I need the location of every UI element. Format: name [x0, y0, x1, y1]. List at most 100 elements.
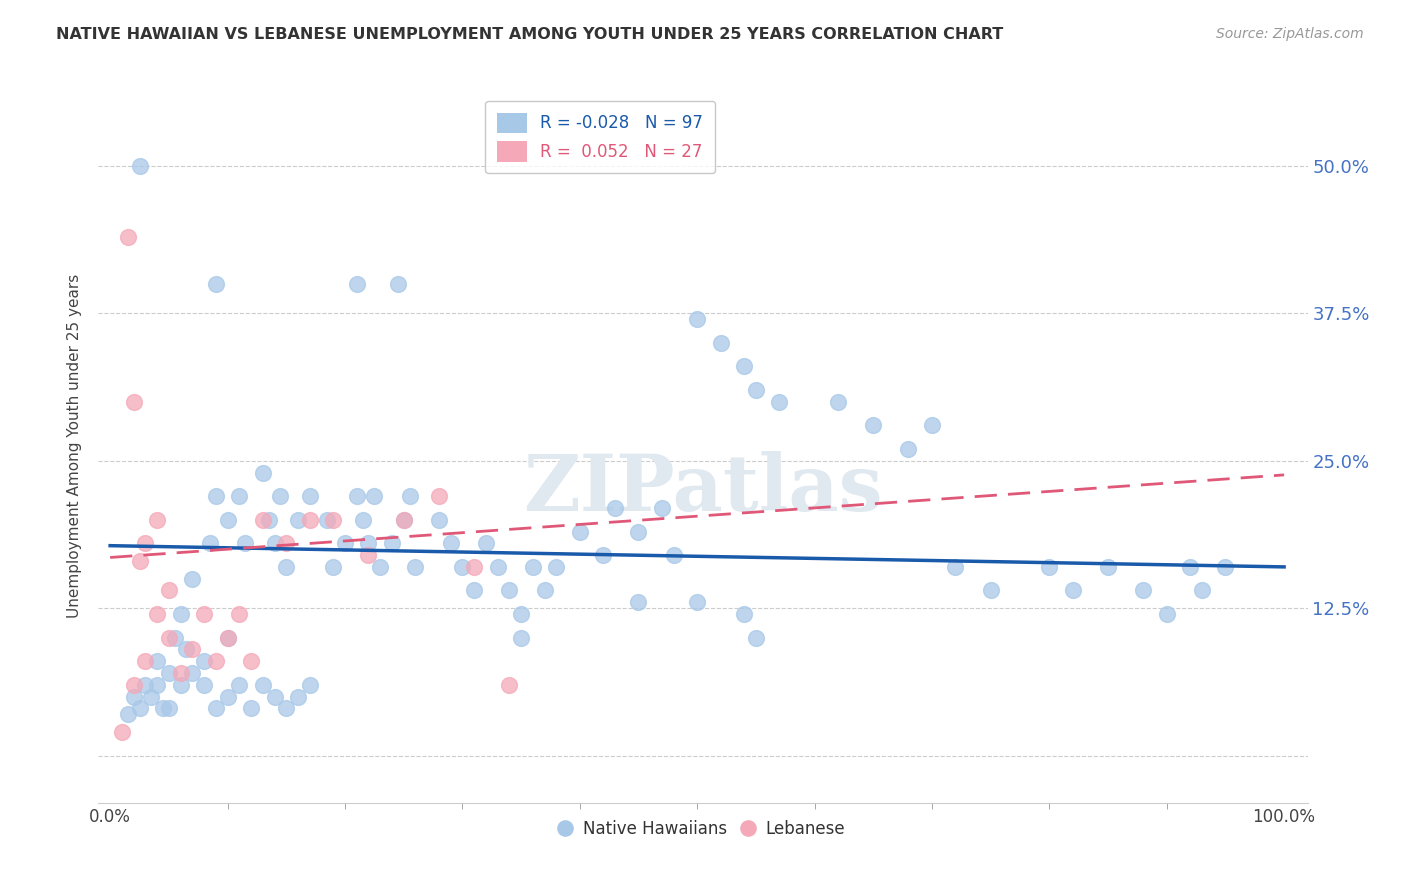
Point	[252, 513, 274, 527]
Point	[1132, 583, 1154, 598]
Point	[228, 678, 250, 692]
Point	[134, 536, 156, 550]
Point	[1097, 560, 1119, 574]
Point	[363, 489, 385, 503]
Point	[322, 560, 344, 574]
Legend: Native Hawaiians, Lebanese: Native Hawaiians, Lebanese	[554, 814, 852, 845]
Point	[733, 359, 755, 374]
Point	[546, 560, 568, 574]
Point	[352, 513, 374, 527]
Point	[198, 536, 221, 550]
Point	[686, 312, 709, 326]
Point	[181, 642, 204, 657]
Point	[152, 701, 174, 715]
Point	[322, 513, 344, 527]
Point	[128, 554, 150, 568]
Point	[357, 536, 380, 550]
Point	[204, 701, 226, 715]
Point	[228, 489, 250, 503]
Point	[1215, 560, 1237, 574]
Point	[298, 513, 321, 527]
Point	[392, 513, 415, 527]
Text: Source: ZipAtlas.com: Source: ZipAtlas.com	[1216, 27, 1364, 41]
Point	[217, 513, 239, 527]
Point	[181, 666, 204, 681]
Point	[122, 394, 145, 409]
Point	[269, 489, 291, 503]
Text: ZIPatlas: ZIPatlas	[523, 450, 883, 527]
Point	[346, 277, 368, 291]
Point	[862, 418, 884, 433]
Point	[157, 701, 180, 715]
Point	[252, 466, 274, 480]
Point	[181, 572, 204, 586]
Point	[193, 678, 215, 692]
Point	[475, 536, 498, 550]
Point	[134, 654, 156, 668]
Point	[141, 690, 163, 704]
Point	[128, 159, 150, 173]
Point	[627, 524, 650, 539]
Point	[827, 394, 849, 409]
Point	[710, 335, 733, 350]
Point	[1038, 560, 1060, 574]
Point	[146, 607, 169, 621]
Point	[980, 583, 1002, 598]
Point	[233, 536, 256, 550]
Point	[111, 725, 134, 739]
Point	[745, 631, 768, 645]
Point	[392, 513, 415, 527]
Point	[498, 678, 520, 692]
Point	[346, 489, 368, 503]
Point	[498, 583, 520, 598]
Point	[945, 560, 967, 574]
Point	[169, 607, 191, 621]
Point	[163, 631, 186, 645]
Point	[921, 418, 943, 433]
Point	[146, 654, 169, 668]
Point	[228, 607, 250, 621]
Point	[427, 489, 450, 503]
Point	[733, 607, 755, 621]
Point	[745, 383, 768, 397]
Point	[287, 690, 309, 704]
Point	[204, 277, 226, 291]
Point	[240, 654, 263, 668]
Point	[240, 701, 263, 715]
Point	[592, 548, 614, 562]
Point	[193, 654, 215, 668]
Point	[252, 678, 274, 692]
Point	[768, 394, 790, 409]
Point	[333, 536, 356, 550]
Point	[122, 690, 145, 704]
Point	[533, 583, 555, 598]
Point	[897, 442, 920, 456]
Point	[217, 690, 239, 704]
Point	[157, 631, 180, 645]
Point	[427, 513, 450, 527]
Point	[257, 513, 280, 527]
Point	[146, 678, 169, 692]
Point	[117, 229, 139, 244]
Point	[128, 701, 150, 715]
Point	[522, 560, 544, 574]
Point	[368, 560, 391, 574]
Point	[287, 513, 309, 527]
Point	[1062, 583, 1084, 598]
Point	[276, 536, 298, 550]
Point	[298, 678, 321, 692]
Point	[217, 631, 239, 645]
Point	[463, 583, 485, 598]
Point	[463, 560, 485, 574]
Point	[439, 536, 461, 550]
Point	[157, 666, 180, 681]
Point	[193, 607, 215, 621]
Point	[486, 560, 509, 574]
Point	[1180, 560, 1202, 574]
Point	[404, 560, 426, 574]
Point	[263, 690, 285, 704]
Point	[662, 548, 685, 562]
Point	[357, 548, 380, 562]
Point	[568, 524, 591, 539]
Point	[263, 536, 285, 550]
